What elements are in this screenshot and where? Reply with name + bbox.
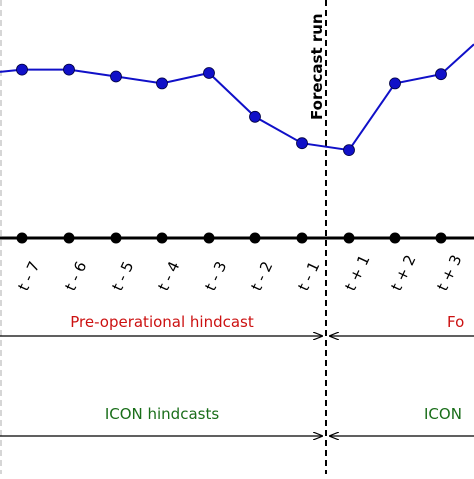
series-point bbox=[343, 144, 355, 157]
forecast-run-label: Forecast run bbox=[308, 13, 326, 120]
timeline-tick-label: t + 3 bbox=[433, 252, 465, 294]
timeline-dot bbox=[63, 232, 75, 244]
timeline-tick-label: t - 6 bbox=[61, 259, 90, 294]
timeline-dot bbox=[156, 232, 168, 244]
series-point bbox=[203, 67, 215, 79]
series-line bbox=[0, 43, 474, 152]
timeline-tick-label: t - 4 bbox=[154, 259, 183, 294]
timeline-tick-label: t - 1 bbox=[294, 259, 323, 294]
timeline-tick-label: t - 3 bbox=[201, 259, 230, 294]
timeline-dot bbox=[16, 232, 28, 244]
series-point bbox=[435, 68, 447, 81]
timeline-tick-labels: t - 7 t - 6 t - 5 t - 4 t - 3 t - 2 t - 1 t + 1… bbox=[14, 252, 465, 294]
series-point bbox=[249, 110, 261, 123]
icon-hindcasts-label: ICON hindcasts bbox=[105, 405, 220, 423]
timeline-tick-label: t - 7 bbox=[14, 259, 43, 294]
timeline-dot bbox=[249, 232, 261, 244]
series-point bbox=[63, 63, 75, 76]
series-points bbox=[16, 63, 447, 157]
timeline-tick-label: t - 5 bbox=[108, 259, 137, 294]
icon-band-partial-label: ICON bbox=[424, 405, 462, 423]
series-point bbox=[16, 63, 28, 76]
forecast-band-partial-label: Fo bbox=[447, 313, 464, 331]
timeline-dot bbox=[343, 232, 355, 244]
series-point bbox=[110, 70, 122, 83]
timeline-dot bbox=[435, 232, 447, 244]
timeline-dot bbox=[203, 232, 215, 244]
timeline-dots bbox=[16, 232, 447, 244]
timeline-tick-label: t + 2 bbox=[387, 252, 419, 294]
series-point bbox=[296, 137, 308, 150]
timeline-tick-label: t + 1 bbox=[341, 252, 373, 294]
timeline-dot bbox=[296, 232, 308, 244]
timeline-dot bbox=[110, 232, 122, 244]
timeline-dot bbox=[389, 232, 401, 244]
series-point bbox=[156, 77, 168, 90]
timeline-tick-label: t - 2 bbox=[247, 259, 276, 294]
preoperational-hindcast-label: Pre-operational hindcast bbox=[70, 313, 254, 331]
series-point bbox=[389, 77, 401, 90]
